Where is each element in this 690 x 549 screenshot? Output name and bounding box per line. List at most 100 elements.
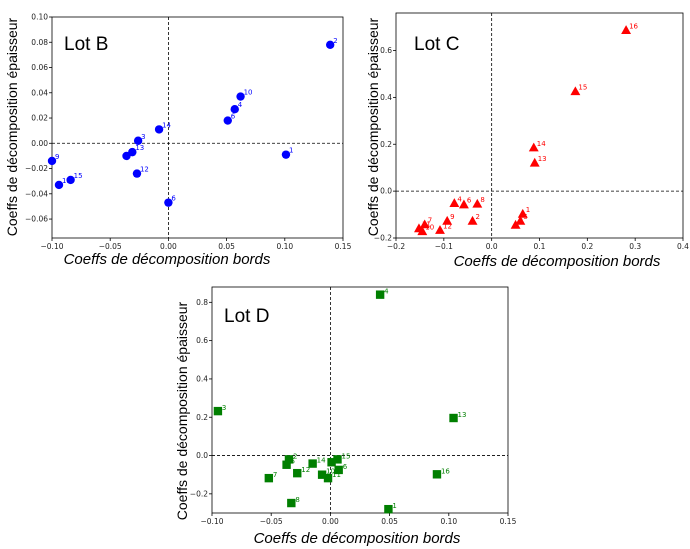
panel-label: Lot B	[64, 34, 108, 55]
x-tick-label: 0.2	[581, 242, 593, 251]
plot-frame	[51, 16, 344, 239]
data-point-label: 3	[519, 217, 523, 225]
data-point-marker	[230, 104, 239, 114]
x-tick-label: −0.10	[201, 517, 224, 526]
x-tick-label: 0.10	[276, 242, 293, 251]
data-point-label: 5	[291, 458, 295, 466]
data-point-label: 2	[476, 213, 480, 221]
y-axis-label: Coeffs de décomposition épaisseur	[174, 301, 190, 520]
data-point-marker	[472, 198, 483, 208]
y-tick-label: −0.2	[374, 234, 392, 243]
data-point-label: 9	[336, 455, 340, 463]
data-point-label: 15	[578, 84, 587, 92]
x-tick-label: 0.15	[335, 242, 352, 251]
data-point-marker	[223, 116, 232, 125]
x-tick-label: −0.05	[260, 517, 283, 526]
x-tick-label: 0.00	[160, 242, 177, 251]
data-point-marker	[293, 468, 302, 478]
data-point-marker	[517, 208, 528, 218]
data-point-label: 13	[458, 411, 467, 419]
data-point-label: 13	[538, 155, 547, 163]
data-point-label: 12	[140, 166, 149, 174]
data-point-label: 11	[332, 471, 341, 479]
data-point-label: 12	[301, 466, 310, 474]
x-tick-label: 0.00	[322, 517, 339, 526]
data-point-label: 13	[135, 144, 144, 152]
y-tick-label: 0.4	[196, 375, 208, 384]
data-point-marker	[317, 470, 327, 479]
data-point-label: 8	[480, 196, 484, 204]
data-point-marker	[570, 86, 581, 96]
data-point-marker	[282, 460, 291, 469]
data-point-label: 6	[467, 197, 472, 205]
y-tick-label: −0.2	[190, 489, 208, 498]
data-point-marker	[384, 504, 393, 514]
scatter-panel-lot-b: −0.10 −0.05 0.00 0.05 0.10 0.15 −0.06 −0.04 −0.0…	[4, 13, 352, 268]
x-tick-label: 0.05	[381, 517, 398, 526]
x-tick-label: −0.05	[99, 242, 122, 251]
y-tick-label: −0.06	[25, 215, 48, 224]
data-point-label: 1	[392, 502, 396, 510]
y-tick-label: 0.0	[380, 187, 392, 196]
x-tick-label: 0.05	[218, 242, 235, 251]
data-point-marker	[281, 150, 291, 159]
data-point-marker	[323, 473, 333, 483]
data-point-marker	[442, 215, 453, 225]
data-point-label: 12	[443, 222, 452, 230]
data-point-label: 5	[129, 148, 133, 156]
data-point-marker	[435, 225, 445, 234]
data-point-label: 6	[171, 195, 176, 203]
x-axis-label: Coeffs de décomposition bords	[454, 253, 661, 270]
data-point-marker	[449, 413, 458, 423]
data-point-label: 1	[526, 206, 530, 214]
data-point-label: 5	[523, 213, 527, 221]
y-tick-label: 0.06	[31, 63, 48, 72]
data-point-marker	[236, 92, 245, 101]
data-point-marker	[164, 198, 173, 207]
x-tick-label: −0.10	[41, 242, 64, 251]
x-axis-label: Coeffs de décomposition bords	[254, 530, 461, 547]
data-point-label: 7	[273, 471, 277, 479]
data-point-label: 10	[326, 468, 335, 476]
scatter-panel-lot-d: −0.10 −0.05 0.00 0.05 0.10 0.15 −0.2 0.0 0.2 0.4 0…	[174, 286, 517, 547]
data-point-marker	[334, 465, 343, 475]
y-tick-label: 0.04	[31, 88, 48, 97]
data-point-marker	[66, 175, 75, 185]
data-point-label: 6	[343, 463, 348, 471]
data-point-label: 1	[289, 147, 293, 155]
data-point-label: 3	[141, 133, 145, 141]
data-point-marker	[325, 40, 335, 49]
data-point-label: 8	[295, 496, 299, 504]
data-point-label: 15	[74, 172, 83, 180]
scatter-panel-lot-c: −0.2 −0.1 0.0 0.1 0.2 0.3 0.4 −0.2 0.0 0.2 0.4 0.6 1…	[365, 12, 689, 270]
data-point-marker	[264, 473, 274, 483]
data-point-marker	[529, 157, 540, 167]
x-tick-label: 0.15	[500, 517, 517, 526]
data-point-marker	[375, 290, 385, 299]
data-point-label: 2	[333, 37, 337, 45]
x-tick-label: −0.2	[387, 242, 405, 251]
data-point-marker	[284, 455, 294, 464]
data-point-label: 10	[244, 89, 253, 97]
data-point-label: 7	[428, 217, 432, 225]
data-point-marker	[419, 219, 430, 229]
y-tick-label: 0.0	[196, 451, 208, 460]
data-point-label: 16	[629, 22, 638, 30]
data-point-marker	[122, 151, 131, 161]
y-tick-label: 0.6	[196, 336, 208, 345]
y-tick-label: 0.2	[196, 413, 208, 422]
y-tick-label: −0.02	[25, 164, 48, 173]
data-point-label: 14	[317, 457, 326, 465]
data-point-label: 10	[425, 223, 434, 231]
data-point-marker	[287, 498, 296, 508]
data-point-label: 3	[222, 404, 226, 412]
data-point-label: 4	[238, 101, 243, 109]
data-point-label: 11	[62, 177, 71, 185]
data-point-marker	[213, 406, 223, 416]
x-tick-label: −0.1	[435, 242, 453, 251]
data-point-marker	[449, 198, 460, 207]
data-point-marker	[47, 156, 57, 166]
y-tick-label: 0.02	[31, 114, 48, 123]
data-point-marker	[133, 136, 143, 145]
data-point-marker	[308, 459, 317, 468]
